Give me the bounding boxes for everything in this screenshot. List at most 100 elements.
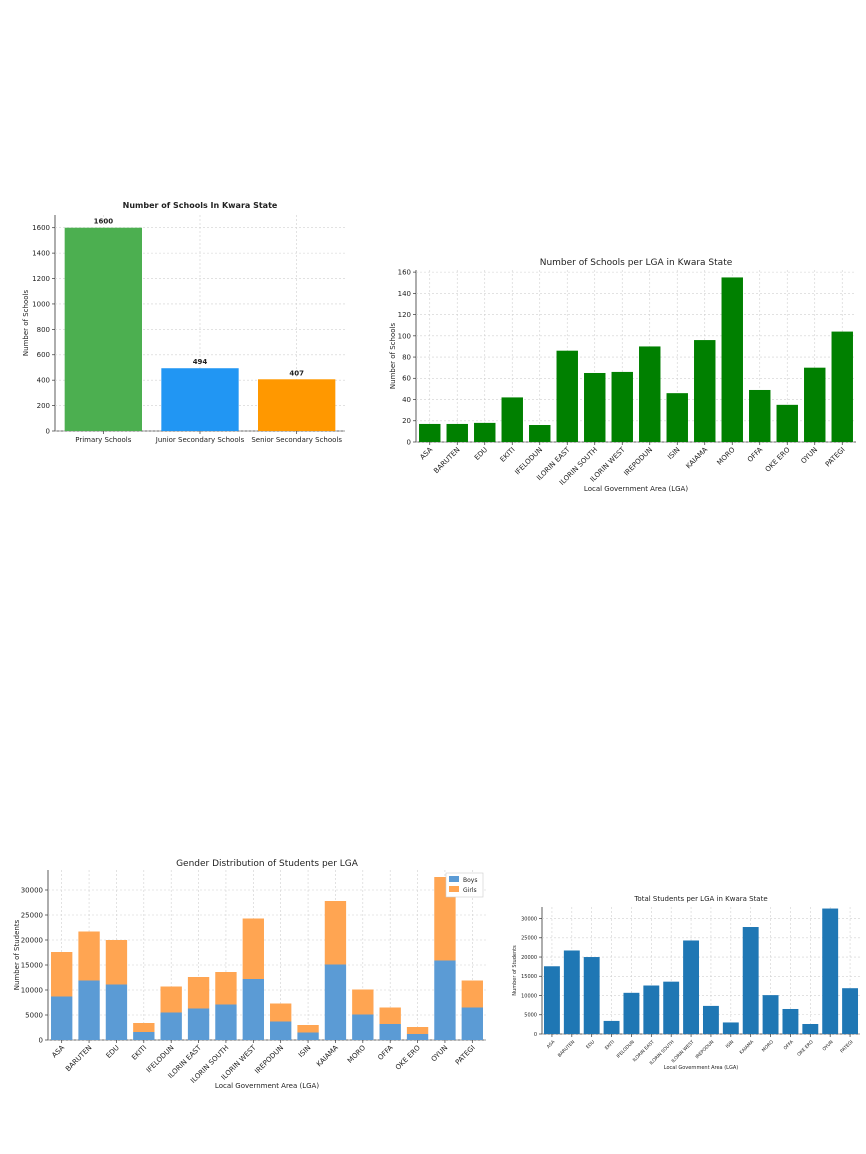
- chart-title: Number of Schools In Kwara State: [123, 201, 278, 210]
- x-tick-label: EDU: [105, 1044, 121, 1060]
- x-tick-label: EKITI: [604, 1039, 616, 1051]
- bar: [556, 350, 578, 442]
- bar: [543, 966, 560, 1034]
- y-tick-label: 1200: [32, 275, 50, 283]
- bar: [623, 992, 640, 1034]
- x-tick-label: IREPODUN: [253, 1044, 285, 1076]
- bar: [611, 371, 633, 442]
- bar-boys: [434, 960, 456, 1040]
- bar: [258, 379, 336, 431]
- y-tick-label: 10000: [21, 986, 43, 994]
- bar-girls: [406, 1027, 429, 1034]
- y-tick-label: 20: [402, 417, 411, 425]
- x-tick-label: BARUTEN: [432, 446, 461, 475]
- x-tick-label: ASA: [418, 446, 434, 462]
- bar-girls: [324, 901, 347, 965]
- y-tick-label: 140: [398, 290, 411, 298]
- bar-boys: [379, 1024, 401, 1040]
- x-tick-label: ASA: [50, 1044, 66, 1060]
- bar-boys: [242, 979, 264, 1040]
- bar: [694, 340, 716, 442]
- x-tick-label: ASA: [546, 1039, 557, 1050]
- bar-boys: [215, 1004, 237, 1040]
- y-axis-label: Number of Schools: [389, 323, 397, 390]
- bar: [446, 423, 468, 442]
- data-label: 494: [193, 358, 208, 366]
- x-tick-label: Senior Secondary Schools: [251, 436, 342, 444]
- x-tick-label: EDU: [585, 1039, 596, 1050]
- bar-girls: [215, 972, 237, 1005]
- bar: [584, 372, 606, 442]
- x-tick-label: OKE ERO: [796, 1039, 815, 1058]
- bar-girls: [51, 952, 73, 997]
- bar-boys: [270, 1021, 292, 1040]
- x-tick-label: OFFA: [746, 446, 764, 464]
- bar-girls: [352, 989, 374, 1015]
- x-tick-label: KAIAMA: [315, 1044, 340, 1069]
- bar: [501, 397, 523, 442]
- y-axis-label: Number of Schools: [22, 290, 30, 357]
- legend-label: Girls: [463, 887, 477, 894]
- y-tick-label: 5000: [524, 1013, 537, 1019]
- x-tick-label: BARUTEN: [557, 1039, 576, 1058]
- y-tick-label: 15000: [21, 961, 43, 969]
- y-tick-label: 25000: [21, 911, 43, 919]
- bar-boys: [352, 1014, 374, 1040]
- chart-total-students-svg: 0 5000 10000 15000 20000 25000 30000 ASA BARUTEN…: [512, 895, 860, 1071]
- bar: [663, 981, 680, 1034]
- y-tick-label: 400: [37, 377, 50, 385]
- x-tick-label: MORO: [346, 1043, 368, 1065]
- chart-gender-distribution: 0 5000 10000 15000 20000 25000 30000 ASA BARUTEN…: [0, 850, 500, 1100]
- bar: [161, 368, 239, 431]
- y-tick-label: 40: [402, 396, 411, 404]
- chart-total-students: 0 5000 10000 15000 20000 25000 30000 ASA BARUTEN…: [500, 885, 866, 1075]
- bar: [639, 346, 661, 442]
- x-tick-label: OFFA: [783, 1039, 796, 1052]
- y-tick-label: 0: [46, 427, 50, 435]
- bar: [666, 393, 688, 442]
- bar: [842, 988, 859, 1034]
- bar: [603, 1020, 620, 1034]
- x-tick-label: PATEGI: [824, 446, 847, 469]
- bar: [831, 331, 853, 442]
- x-tick-label: EKITI: [130, 1044, 148, 1062]
- bar: [64, 227, 142, 431]
- bar-girls: [434, 877, 456, 961]
- x-tick-label: OFFA: [376, 1044, 394, 1062]
- x-tick-label: IREPODUN: [622, 446, 654, 478]
- bar: [742, 927, 759, 1034]
- bar: [802, 1023, 819, 1034]
- chart-title: Number of Schools per LGA in Kwara State: [540, 258, 733, 268]
- bar: [419, 423, 441, 442]
- x-tick-label: ISIN: [666, 446, 681, 461]
- bar-girls: [379, 1007, 401, 1024]
- y-tick-label: 800: [37, 326, 50, 334]
- x-tick-label: MORO: [761, 1039, 776, 1054]
- y-tick-label: 15000: [521, 974, 537, 980]
- y-axis-label: Number of Students: [13, 919, 21, 990]
- bar: [643, 985, 660, 1034]
- y-tick-label: 5000: [25, 1011, 43, 1019]
- x-tick-label: Junior Secondary Schools: [155, 436, 245, 444]
- y-tick-label: 25000: [521, 936, 537, 942]
- bar-girls: [105, 940, 128, 985]
- x-tick-label: PATEGI: [454, 1044, 477, 1067]
- bar-girls: [242, 918, 264, 979]
- y-tick-label: 1400: [32, 250, 50, 258]
- x-tick-label: BARUTEN: [64, 1044, 93, 1073]
- x-axis-label: Local Government Area (LGA): [664, 1065, 738, 1071]
- bar-girls: [133, 1023, 155, 1032]
- x-tick-label: OYUN: [800, 446, 820, 466]
- chart-gender-distribution-svg: 0 5000 10000 15000 20000 25000 30000 ASABARUTEN…: [13, 859, 486, 1090]
- bar: [683, 940, 700, 1034]
- x-tick-label: IFELODUN: [616, 1039, 636, 1059]
- bar: [804, 367, 826, 442]
- x-tick-label: OYUN: [430, 1044, 450, 1064]
- chart-title: Total Students per LGA in Kwara State: [633, 895, 767, 903]
- x-tick-label: Primary Schools: [75, 436, 132, 444]
- x-tick-label: OYUN: [821, 1039, 834, 1052]
- chart-schools-by-level-svg: 0 200 400 600 800 1000 1200 1400 1600 1600 Primary…: [22, 201, 345, 444]
- y-tick-label: 0: [407, 438, 411, 446]
- bar-girls: [160, 986, 182, 1013]
